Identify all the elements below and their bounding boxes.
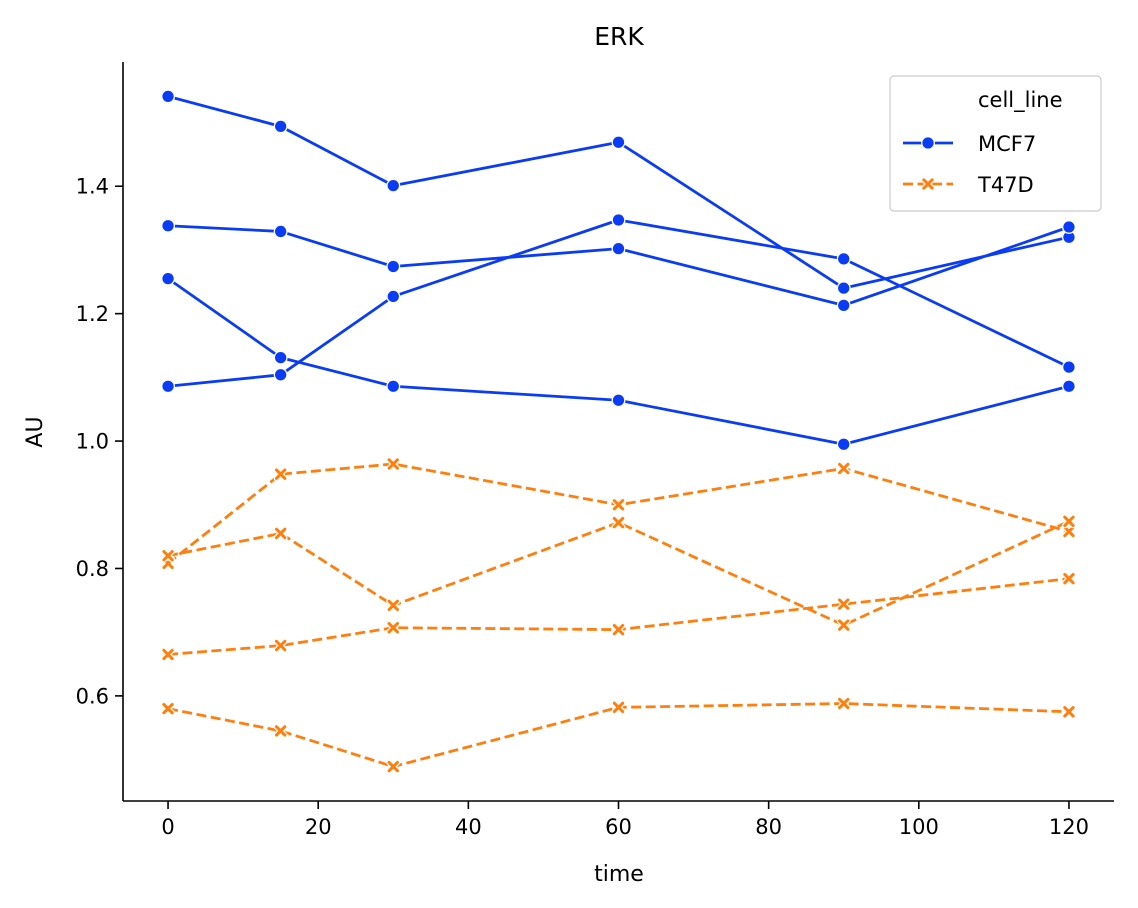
data-point xyxy=(611,515,626,530)
data-point xyxy=(836,696,851,711)
data-point xyxy=(611,213,626,227)
legend-marker xyxy=(921,136,935,150)
data-point xyxy=(273,723,288,738)
series-t47d-8 xyxy=(161,696,1076,774)
chart-title: ERK xyxy=(594,22,644,51)
x-tick-label: 0 xyxy=(161,815,174,839)
data-point xyxy=(386,289,401,304)
data-point xyxy=(161,271,175,286)
legend-label: MCF7 xyxy=(978,132,1036,156)
data-point xyxy=(1062,514,1076,529)
legend: cell_line MCF7 T47D xyxy=(889,75,1102,212)
series-mcf7-4 xyxy=(161,213,1076,394)
data-point xyxy=(611,700,626,715)
data-point xyxy=(273,367,288,382)
data-point xyxy=(386,620,401,635)
series-line xyxy=(167,224,1070,307)
data-point xyxy=(836,597,851,612)
data-point xyxy=(386,598,401,613)
data-point xyxy=(836,298,851,313)
data-point xyxy=(1062,379,1076,394)
y-axis-label: AU xyxy=(23,416,48,447)
legend-frame xyxy=(889,75,1102,212)
series-line xyxy=(167,702,1070,768)
data-point xyxy=(161,548,175,563)
data-point xyxy=(836,618,851,633)
data-point xyxy=(273,526,288,541)
x-tick-label: 80 xyxy=(755,815,782,839)
x-tick-label: 100 xyxy=(899,815,939,839)
series-line xyxy=(167,277,1070,446)
data-point xyxy=(611,497,626,512)
series-line xyxy=(167,95,1070,290)
data-point xyxy=(611,622,626,637)
series-mcf7-1 xyxy=(161,89,1076,296)
data-point xyxy=(1062,524,1076,539)
data-point xyxy=(273,638,288,653)
y-tick-label: 1.2 xyxy=(76,302,109,326)
y-axis-ticks: 0.6 0.8 1.0 1.2 1.4 xyxy=(76,175,123,708)
data-point xyxy=(161,89,175,104)
legend-title: cell_line xyxy=(978,88,1063,113)
data-point xyxy=(386,759,401,774)
y-tick-label: 0.6 xyxy=(76,684,109,708)
data-point xyxy=(161,379,175,394)
x-axis-ticks: 0 20 40 60 80 100 120 xyxy=(161,801,1089,839)
series-line xyxy=(167,462,1070,565)
series-layer xyxy=(161,89,1076,774)
data-point xyxy=(1062,220,1076,234)
series-mcf7-3 xyxy=(161,271,1076,452)
x-axis-label: time xyxy=(594,862,644,887)
y-tick-label: 1.0 xyxy=(76,430,109,454)
data-point xyxy=(1062,571,1076,586)
data-point xyxy=(161,218,175,233)
data-point xyxy=(161,701,175,716)
data-point xyxy=(836,437,851,452)
x-tick-label: 20 xyxy=(305,815,332,839)
data-point xyxy=(386,259,401,274)
data-point xyxy=(836,251,851,266)
data-point xyxy=(386,379,401,394)
series-line xyxy=(167,218,1070,388)
legend-entry-t47d: T47D xyxy=(903,173,1034,197)
data-point xyxy=(611,393,626,408)
legend-entry-mcf7: MCF7 xyxy=(903,132,1036,156)
data-point xyxy=(273,467,288,482)
data-point xyxy=(1062,360,1076,375)
data-point xyxy=(836,461,851,476)
series-t47d-5 xyxy=(161,457,1076,571)
data-point xyxy=(611,135,626,150)
y-tick-label: 0.8 xyxy=(76,557,109,581)
data-point xyxy=(611,241,626,256)
data-point xyxy=(273,224,288,239)
data-point xyxy=(1062,704,1076,719)
data-point xyxy=(161,647,175,662)
data-point xyxy=(836,281,851,296)
series-t47d-6 xyxy=(161,514,1076,633)
legend-entries: MCF7 T47D xyxy=(903,132,1036,197)
data-point xyxy=(273,350,288,365)
data-point xyxy=(386,457,401,471)
legend-marker xyxy=(921,177,935,191)
series-line xyxy=(167,577,1070,656)
data-point xyxy=(273,119,288,134)
series-line xyxy=(167,520,1070,627)
x-tick-label: 40 xyxy=(455,815,482,839)
data-point xyxy=(386,178,401,193)
series-t47d-7 xyxy=(161,571,1076,662)
x-tick-label: 120 xyxy=(1049,815,1089,839)
legend-label: T47D xyxy=(977,173,1034,197)
x-tick-label: 60 xyxy=(605,815,632,839)
y-tick-label: 1.4 xyxy=(76,175,109,199)
